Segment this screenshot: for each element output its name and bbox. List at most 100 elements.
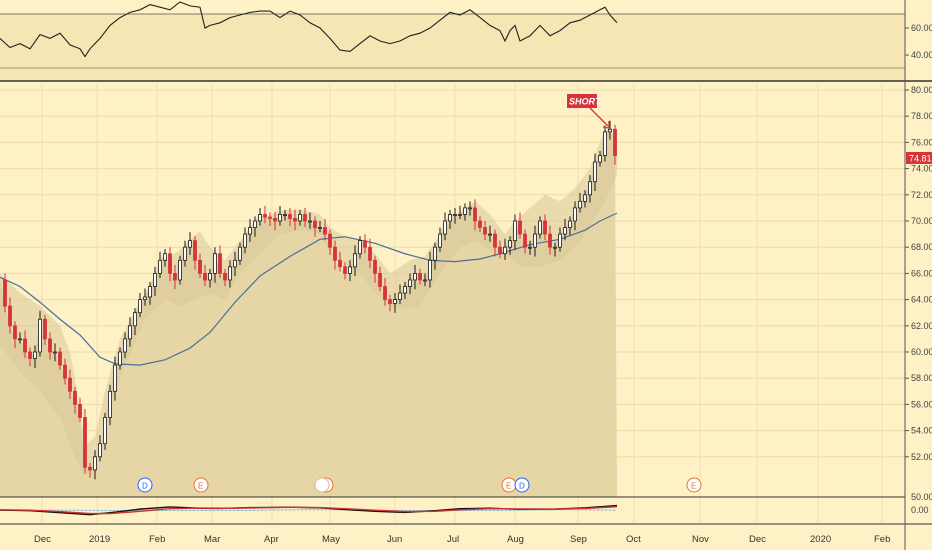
macd-histogram-bar bbox=[476, 510, 480, 511]
candle-body bbox=[233, 259, 237, 268]
rsi-tick-label: 60.00 bbox=[911, 23, 932, 33]
candle-body bbox=[293, 217, 297, 222]
candle-body bbox=[338, 259, 342, 268]
short-annotation-label: SHORT bbox=[569, 97, 602, 107]
macd-histogram-bar bbox=[244, 510, 248, 511]
macd-histogram-bar bbox=[336, 509, 340, 511]
candle-body bbox=[358, 240, 362, 255]
price-tick-label: 52.00 bbox=[911, 452, 932, 462]
candle-body bbox=[238, 246, 242, 261]
candle-body bbox=[133, 312, 137, 327]
last-price-badge bbox=[906, 151, 932, 164]
candle-body bbox=[178, 259, 182, 281]
macd-histogram-bar bbox=[596, 509, 600, 511]
price-tick-label: 58.00 bbox=[911, 373, 932, 383]
macd-histogram-bar bbox=[416, 510, 420, 511]
candle-body bbox=[88, 466, 92, 471]
time-axis-label: May bbox=[322, 534, 340, 545]
time-axis-label: Sep bbox=[570, 534, 587, 545]
candle-body bbox=[218, 253, 222, 274]
candle-body bbox=[503, 246, 507, 255]
macd-histogram-bar bbox=[172, 510, 176, 511]
macd-histogram-bar bbox=[256, 509, 260, 511]
price-tick-label: 80.00 bbox=[911, 85, 932, 95]
candle-body bbox=[413, 272, 417, 281]
macd-signal-line bbox=[0, 506, 618, 515]
candle-body bbox=[373, 259, 377, 274]
candle-body bbox=[138, 299, 142, 314]
macd-histogram-bar bbox=[76, 509, 80, 511]
macd-histogram-bar bbox=[496, 510, 500, 511]
macd-histogram-bar bbox=[400, 510, 404, 511]
price-tick-label: 54.00 bbox=[911, 426, 932, 436]
candle-body bbox=[538, 220, 542, 235]
macd-histogram-bar bbox=[592, 509, 596, 511]
macd-histogram-bar bbox=[92, 509, 96, 511]
candle-body bbox=[188, 240, 192, 248]
time-axis-label: Nov bbox=[692, 534, 709, 545]
candle-body bbox=[588, 181, 592, 196]
price-tick-label: 70.00 bbox=[911, 216, 932, 226]
macd-histogram-bar bbox=[56, 509, 60, 511]
macd-histogram-bar bbox=[248, 510, 252, 511]
macd-histogram-bar bbox=[272, 509, 276, 511]
candle-body bbox=[68, 377, 72, 392]
macd-histogram-bar bbox=[264, 509, 268, 511]
macd-tick-label: 50.00 bbox=[911, 492, 932, 502]
macd-histogram-bar bbox=[60, 509, 64, 511]
macd-histogram-bar bbox=[568, 509, 572, 511]
candle-body bbox=[343, 266, 347, 274]
price-tick-label: 60.00 bbox=[911, 347, 932, 357]
candle-body bbox=[393, 299, 397, 304]
event-marker-label: E bbox=[691, 482, 696, 491]
candle-body bbox=[53, 351, 57, 354]
candle-body bbox=[228, 266, 232, 281]
candle-body bbox=[568, 220, 572, 228]
macd-histogram-bar bbox=[160, 510, 164, 511]
event-marker-label: D bbox=[519, 482, 525, 491]
event-marker-circle bbox=[686, 477, 702, 493]
macd-histogram-bar bbox=[228, 510, 232, 511]
candle-body bbox=[598, 155, 602, 163]
event-marker-label: E bbox=[506, 482, 511, 491]
event-marker-circle bbox=[137, 477, 153, 493]
event-marker-circle bbox=[193, 477, 209, 493]
macd-histogram-bar bbox=[116, 510, 120, 511]
candle-body bbox=[113, 364, 117, 392]
candle-body bbox=[243, 233, 247, 248]
macd-histogram-bar bbox=[268, 509, 272, 511]
macd-histogram-bar bbox=[156, 510, 160, 511]
price-tick-label: 56.00 bbox=[911, 399, 932, 409]
candle-body bbox=[3, 279, 7, 307]
price-tick-label: 68.00 bbox=[911, 242, 932, 252]
macd-histogram-bar bbox=[212, 510, 216, 511]
candle-body bbox=[433, 246, 437, 261]
macd-histogram-bar bbox=[88, 509, 92, 511]
macd-histogram-bar bbox=[280, 509, 284, 511]
macd-histogram-bar bbox=[164, 510, 168, 511]
candle-body bbox=[318, 227, 322, 229]
macd-histogram-bar bbox=[196, 510, 200, 511]
candle-body bbox=[103, 417, 107, 445]
moving-average-line bbox=[0, 212, 618, 366]
macd-histogram-bar bbox=[168, 510, 172, 511]
rsi-line bbox=[0, 1, 618, 58]
candle-body bbox=[553, 246, 557, 249]
price-tick-label: 64.00 bbox=[911, 295, 932, 305]
candle-body bbox=[263, 214, 267, 218]
candle-body bbox=[213, 253, 217, 274]
macd-histogram-bar bbox=[236, 510, 240, 511]
macd-histogram-bar bbox=[320, 509, 324, 511]
candle-body bbox=[118, 351, 122, 366]
macd-histogram-bar bbox=[488, 510, 492, 511]
candle-body bbox=[8, 305, 12, 327]
candle-body bbox=[508, 240, 512, 248]
candle-body bbox=[563, 227, 567, 235]
macd-histogram-bar bbox=[408, 510, 412, 511]
price-tick-label: 72.00 bbox=[911, 190, 932, 200]
macd-histogram-bar bbox=[72, 509, 76, 511]
candle-body bbox=[18, 338, 22, 341]
candle-body bbox=[403, 286, 407, 294]
price-tick-label: 66.00 bbox=[911, 268, 932, 278]
